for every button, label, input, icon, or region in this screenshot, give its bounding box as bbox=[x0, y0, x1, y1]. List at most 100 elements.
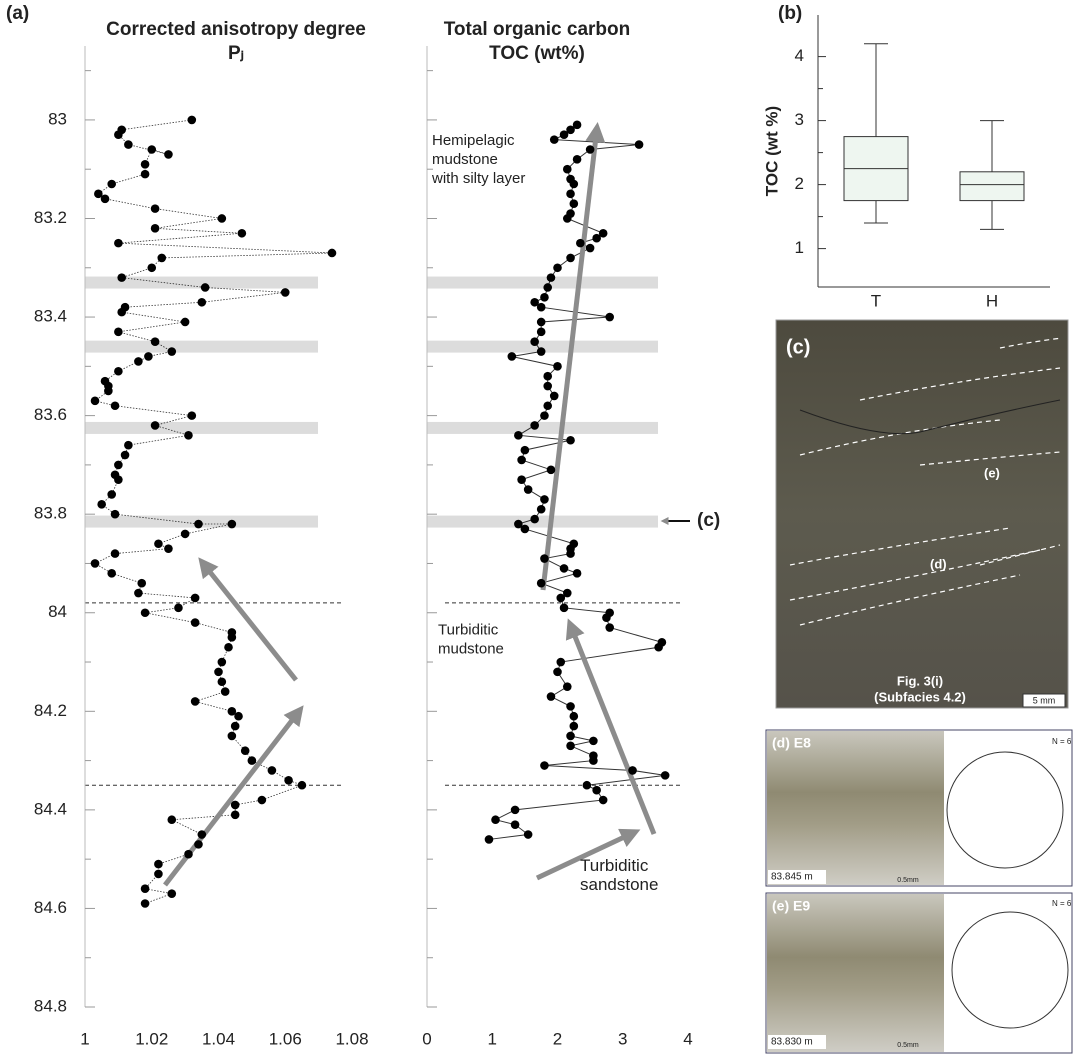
data-point bbox=[559, 603, 569, 613]
data-point bbox=[510, 805, 520, 815]
data-point bbox=[582, 780, 592, 790]
annotation: sandstone bbox=[580, 875, 658, 894]
data-point bbox=[230, 810, 240, 820]
data-point bbox=[134, 357, 143, 366]
data-point bbox=[543, 371, 553, 381]
data-point bbox=[117, 307, 127, 317]
photo-annotation: (d) bbox=[930, 556, 947, 571]
data-point bbox=[220, 687, 230, 696]
data-point bbox=[520, 524, 530, 534]
y-tick-label: 83.8 bbox=[34, 504, 67, 523]
arrow bbox=[565, 618, 657, 835]
data-point bbox=[120, 450, 130, 460]
data-point bbox=[566, 435, 575, 445]
data-point bbox=[124, 140, 133, 149]
y-tick-label: 83.2 bbox=[34, 208, 67, 227]
photo bbox=[767, 894, 944, 1052]
x-tick-label: 0 bbox=[422, 1029, 431, 1048]
data-point bbox=[97, 500, 106, 509]
data-point bbox=[237, 228, 247, 238]
data-point bbox=[167, 889, 177, 898]
data-point bbox=[167, 815, 177, 825]
stereonet-n: N = 6 bbox=[1052, 737, 1072, 746]
data-point bbox=[190, 697, 200, 706]
data-point bbox=[530, 297, 539, 307]
data-point bbox=[190, 593, 200, 603]
data-point bbox=[194, 519, 203, 529]
stereonet bbox=[951, 911, 1069, 1029]
crack bbox=[799, 399, 1061, 435]
photo-label: (e) E9 bbox=[772, 898, 810, 914]
data-point bbox=[144, 352, 153, 361]
data-point bbox=[559, 130, 569, 140]
data-point bbox=[549, 135, 559, 144]
data-point bbox=[566, 549, 575, 558]
x-tick-label: 1.04 bbox=[202, 1029, 235, 1048]
data-point bbox=[556, 657, 566, 667]
data-point bbox=[197, 297, 207, 307]
data-point bbox=[227, 707, 237, 716]
facies-band bbox=[85, 276, 318, 289]
data-point bbox=[114, 238, 123, 248]
scale-label: 0.5mm bbox=[897, 877, 919, 884]
data-point bbox=[297, 780, 307, 790]
data-point bbox=[507, 352, 517, 361]
data-point bbox=[107, 569, 116, 578]
x-tick-label: 1.02 bbox=[135, 1029, 168, 1048]
data-point bbox=[520, 445, 530, 455]
facies-band bbox=[427, 515, 658, 528]
data-point bbox=[230, 721, 240, 731]
data-point bbox=[267, 766, 277, 775]
data-point bbox=[536, 317, 546, 327]
x-tick-label: 3 bbox=[618, 1029, 627, 1048]
data-point bbox=[187, 115, 197, 125]
data-point bbox=[134, 588, 143, 598]
data-point bbox=[556, 593, 566, 603]
depth-label: 83.845 m bbox=[771, 872, 813, 883]
data-point bbox=[634, 140, 644, 149]
x-tick-label: H bbox=[986, 291, 998, 310]
data-point bbox=[553, 263, 562, 273]
label-box bbox=[768, 870, 826, 884]
data-point bbox=[569, 721, 579, 731]
y-tick-label: 2 bbox=[795, 174, 804, 193]
stereonet bbox=[946, 751, 1064, 869]
data-point bbox=[110, 401, 120, 411]
depth-label: 83.830 m bbox=[771, 1037, 813, 1048]
y-tick-label: 84.6 bbox=[34, 898, 67, 917]
annotation: mudstone bbox=[438, 640, 504, 657]
data-point bbox=[117, 273, 127, 282]
data-point bbox=[589, 756, 598, 765]
data-point bbox=[114, 366, 123, 376]
data-point bbox=[484, 835, 494, 844]
data-point bbox=[549, 391, 559, 401]
data-point bbox=[576, 238, 585, 248]
data-point bbox=[190, 618, 200, 627]
data-point bbox=[167, 347, 177, 356]
data-point bbox=[147, 145, 157, 154]
y-tick-label: 84 bbox=[48, 602, 67, 621]
facies-band bbox=[427, 276, 658, 289]
data-point bbox=[540, 761, 549, 770]
y-axis-label: TOC (wt %) bbox=[762, 106, 781, 196]
data-point bbox=[654, 642, 663, 652]
chart-title: Corrected anisotropy degree bbox=[106, 19, 366, 40]
data-point bbox=[234, 711, 243, 721]
data-point bbox=[217, 214, 227, 223]
data-point bbox=[90, 396, 100, 406]
y-tick-label: 4 bbox=[795, 46, 804, 65]
data-point bbox=[546, 273, 556, 282]
data-point bbox=[562, 214, 572, 223]
data-point bbox=[553, 667, 562, 677]
data-point bbox=[140, 608, 150, 618]
arrow bbox=[198, 557, 298, 682]
photo-annotation: Fig. 3(i) bbox=[897, 673, 943, 688]
data-point bbox=[147, 263, 157, 273]
data-point bbox=[553, 362, 562, 371]
label-box bbox=[768, 1035, 826, 1049]
data-point bbox=[540, 293, 549, 302]
data-point bbox=[585, 145, 595, 154]
data-point bbox=[562, 682, 572, 691]
data-point bbox=[114, 475, 123, 484]
